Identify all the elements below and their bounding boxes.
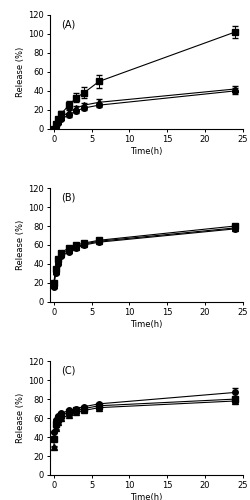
Y-axis label: Release (%): Release (%) (16, 47, 25, 97)
Text: (A): (A) (62, 20, 76, 30)
X-axis label: Time(h): Time(h) (130, 493, 162, 500)
Text: (C): (C) (62, 366, 76, 376)
Text: (B): (B) (62, 192, 76, 202)
X-axis label: Time(h): Time(h) (130, 320, 162, 329)
Y-axis label: Release (%): Release (%) (16, 220, 25, 270)
Y-axis label: Release (%): Release (%) (16, 393, 25, 443)
X-axis label: Time(h): Time(h) (130, 147, 162, 156)
